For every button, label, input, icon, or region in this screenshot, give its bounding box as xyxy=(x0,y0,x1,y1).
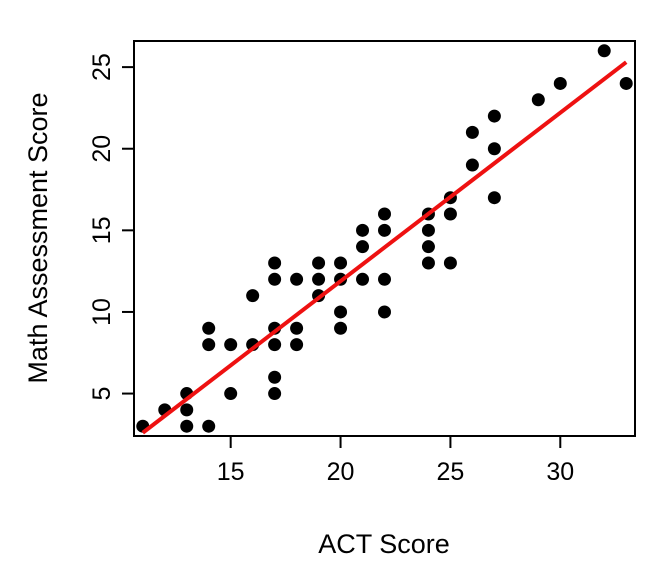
data-point xyxy=(443,207,457,221)
data-point xyxy=(378,272,391,286)
data-point xyxy=(268,370,282,384)
data-point xyxy=(597,44,611,58)
plot-frame xyxy=(133,40,636,437)
y-axis: 5 10 15 20 25 xyxy=(88,53,135,401)
data-point xyxy=(334,256,348,270)
data-point xyxy=(268,272,282,286)
x-axis-label: ACT Score xyxy=(318,529,450,559)
y-tick-label: 25 xyxy=(88,53,116,81)
data-point xyxy=(378,223,391,237)
data-point xyxy=(487,142,501,156)
data-point xyxy=(202,419,216,433)
fit-line xyxy=(141,60,628,435)
data-point xyxy=(553,76,567,90)
data-point xyxy=(268,256,282,270)
data-point xyxy=(421,256,435,270)
data-point xyxy=(224,387,238,401)
data-point xyxy=(290,272,304,286)
data-point xyxy=(180,403,194,417)
data-point xyxy=(312,272,326,286)
x-tick-label: 15 xyxy=(217,458,245,486)
y-tick-label: 10 xyxy=(88,298,116,326)
data-point xyxy=(334,321,348,335)
x-tick-label: 30 xyxy=(546,458,574,486)
data-point xyxy=(378,305,391,319)
data-point xyxy=(465,125,479,139)
data-point xyxy=(378,207,391,221)
data-point xyxy=(180,419,194,433)
data-point xyxy=(268,387,282,401)
y-axis-label: Math Assessment Score xyxy=(23,92,53,383)
y-tick-label: 20 xyxy=(88,135,116,163)
data-point xyxy=(268,338,282,352)
data-points xyxy=(136,44,633,433)
data-point xyxy=(421,240,435,254)
data-point xyxy=(443,256,457,270)
data-point xyxy=(202,321,216,335)
x-tick-label: 20 xyxy=(327,458,355,486)
data-point xyxy=(224,338,238,352)
y-tick-label: 5 xyxy=(88,387,116,401)
regression-line xyxy=(141,60,628,435)
data-point xyxy=(487,191,501,205)
data-point xyxy=(487,109,501,123)
data-point xyxy=(421,223,435,237)
data-point xyxy=(531,93,545,107)
data-point xyxy=(312,256,326,270)
x-axis: 15 20 25 30 xyxy=(217,435,574,486)
data-point xyxy=(465,158,479,172)
data-point xyxy=(334,305,348,319)
data-point xyxy=(619,76,633,90)
data-point xyxy=(356,272,370,286)
data-point xyxy=(356,223,370,237)
x-tick-label: 25 xyxy=(437,458,465,486)
y-tick-label: 15 xyxy=(88,216,116,244)
data-point xyxy=(246,289,260,303)
data-point xyxy=(290,321,304,335)
data-point xyxy=(202,338,216,352)
data-point xyxy=(356,240,370,254)
data-point xyxy=(290,338,304,352)
